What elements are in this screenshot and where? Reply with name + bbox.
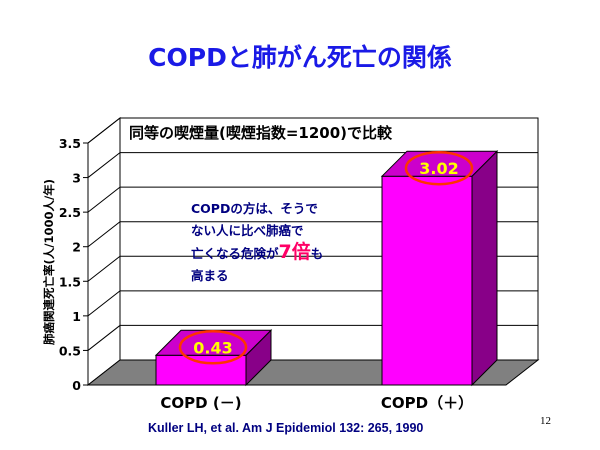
y-axis-label: 肺癌関連死亡率(人/1000人/年) bbox=[42, 179, 56, 345]
chart-title: 同等の喫煙量(喫煙指数=1200)で比較 bbox=[129, 124, 393, 142]
value-label: 3.02 bbox=[419, 159, 458, 178]
y-tick-label: 3 bbox=[72, 171, 81, 186]
gridline bbox=[87, 152, 538, 178]
bar-top bbox=[154, 329, 273, 356]
annotation-line-4: 高まる bbox=[191, 268, 229, 283]
y-tick-label: 2.5 bbox=[59, 205, 81, 220]
annotation-line-1: COPDの方は、そうで bbox=[191, 201, 318, 216]
annotation: COPDの方は、そうで ない人に比べ肺癌で 亡くなる危険が7倍も 高まる bbox=[191, 201, 323, 283]
highlight-circle bbox=[178, 330, 248, 365]
bar-front bbox=[381, 175, 473, 386]
category-label: COPD（＋） bbox=[381, 394, 473, 412]
citation: Kuller LH, et al. Am J Epidemiol 132: 26… bbox=[148, 421, 424, 435]
annotation-line-3-start: 亡くなる危険が bbox=[191, 246, 279, 261]
annotation-emphasis: 7倍 bbox=[279, 240, 311, 263]
side-wall bbox=[87, 116, 121, 387]
y-tick-label: 2 bbox=[72, 240, 81, 255]
y-tick-label: 0 bbox=[72, 378, 81, 393]
page-number: 12 bbox=[540, 415, 551, 427]
annotation-line-3-end: も bbox=[311, 246, 324, 261]
y-tick-label: 3.5 bbox=[59, 136, 81, 151]
x-axis-labels: COPD (－) COPD（＋） bbox=[160, 394, 473, 412]
y-tick-label: 0.5 bbox=[59, 343, 81, 358]
slide-title: COPDと肺がん死亡の関係 bbox=[148, 43, 452, 72]
annotation-line-3: 亡くなる危険が7倍も bbox=[191, 240, 323, 263]
bar: 3.02 bbox=[380, 149, 499, 387]
annotation-line-2: ない人に比べ肺癌で bbox=[191, 223, 304, 238]
y-axis: 0 0.5 1 1.5 2 2.5 3 3.5 bbox=[59, 136, 89, 393]
bar-side bbox=[471, 149, 498, 387]
bars: 0.43 3.02 bbox=[154, 149, 499, 387]
y-tick-label: 1.5 bbox=[59, 274, 81, 289]
value-label: 0.43 bbox=[193, 338, 232, 357]
bar-top bbox=[380, 150, 499, 177]
bar: 0.43 bbox=[154, 329, 273, 387]
gridline bbox=[87, 117, 538, 144]
category-label: COPD (－) bbox=[160, 394, 241, 412]
highlight-circle bbox=[404, 150, 474, 186]
y-tick-label: 1 bbox=[72, 309, 81, 324]
